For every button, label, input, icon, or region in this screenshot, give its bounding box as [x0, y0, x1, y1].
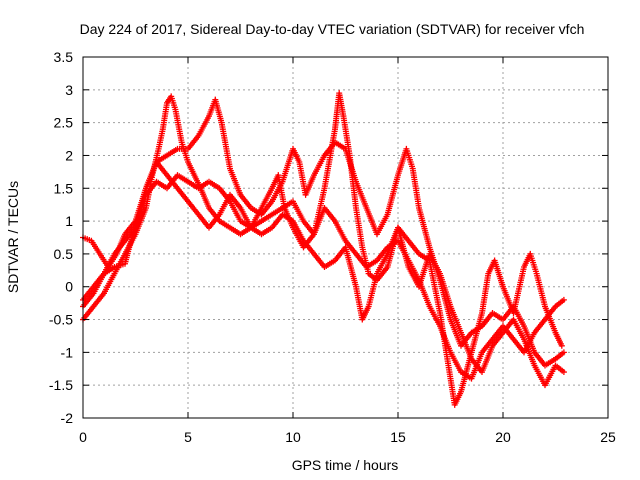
- x-axis-label: GPS time / hours: [292, 457, 399, 473]
- y-tick-label: 1.5: [54, 180, 74, 196]
- data-points: [80, 90, 567, 408]
- y-tick-label: 0.5: [54, 246, 74, 262]
- plot-frame: [82, 56, 609, 419]
- series-track-b: [80, 96, 567, 369]
- grid: [83, 57, 608, 418]
- y-tick-label: -0.5: [49, 312, 73, 328]
- data-point-plus: [560, 296, 567, 303]
- y-tick-label: -2: [61, 410, 74, 426]
- x-tick-label: 25: [600, 429, 616, 445]
- x-tick-label: 0: [79, 429, 87, 445]
- x-tick-label: 10: [285, 429, 301, 445]
- x-tick-label: 15: [390, 429, 406, 445]
- y-tick-label: 1: [65, 213, 73, 229]
- x-tick-label: 5: [184, 429, 192, 445]
- chart-title: Day 224 of 2017, Sidereal Day-to-day VTE…: [80, 21, 585, 37]
- y-tick-label: 3.5: [54, 49, 74, 65]
- data-point-plus: [560, 369, 567, 376]
- x-tick-label: 20: [495, 429, 511, 445]
- y-tick-label: 3: [65, 82, 73, 98]
- series-track-d: [80, 172, 567, 382]
- y-tick-label: 2.5: [54, 115, 74, 131]
- y-tick-label: -1: [61, 344, 74, 360]
- data-point-plus: [558, 342, 565, 349]
- axis-ticks: 0 5 10 15 20 25 -2 -1.5 -1 -0.5 0 0.5 1 1.5 2 2.5 3 3.5: [49, 49, 616, 445]
- series-track-a: [80, 90, 565, 408]
- y-tick-label: -1.5: [49, 377, 73, 393]
- y-tick-label: 2: [65, 147, 73, 163]
- data-point-plus: [560, 349, 567, 356]
- y-axis-label: SDTVAR / TECUs: [5, 181, 21, 293]
- y-tick-label: 0: [65, 279, 73, 295]
